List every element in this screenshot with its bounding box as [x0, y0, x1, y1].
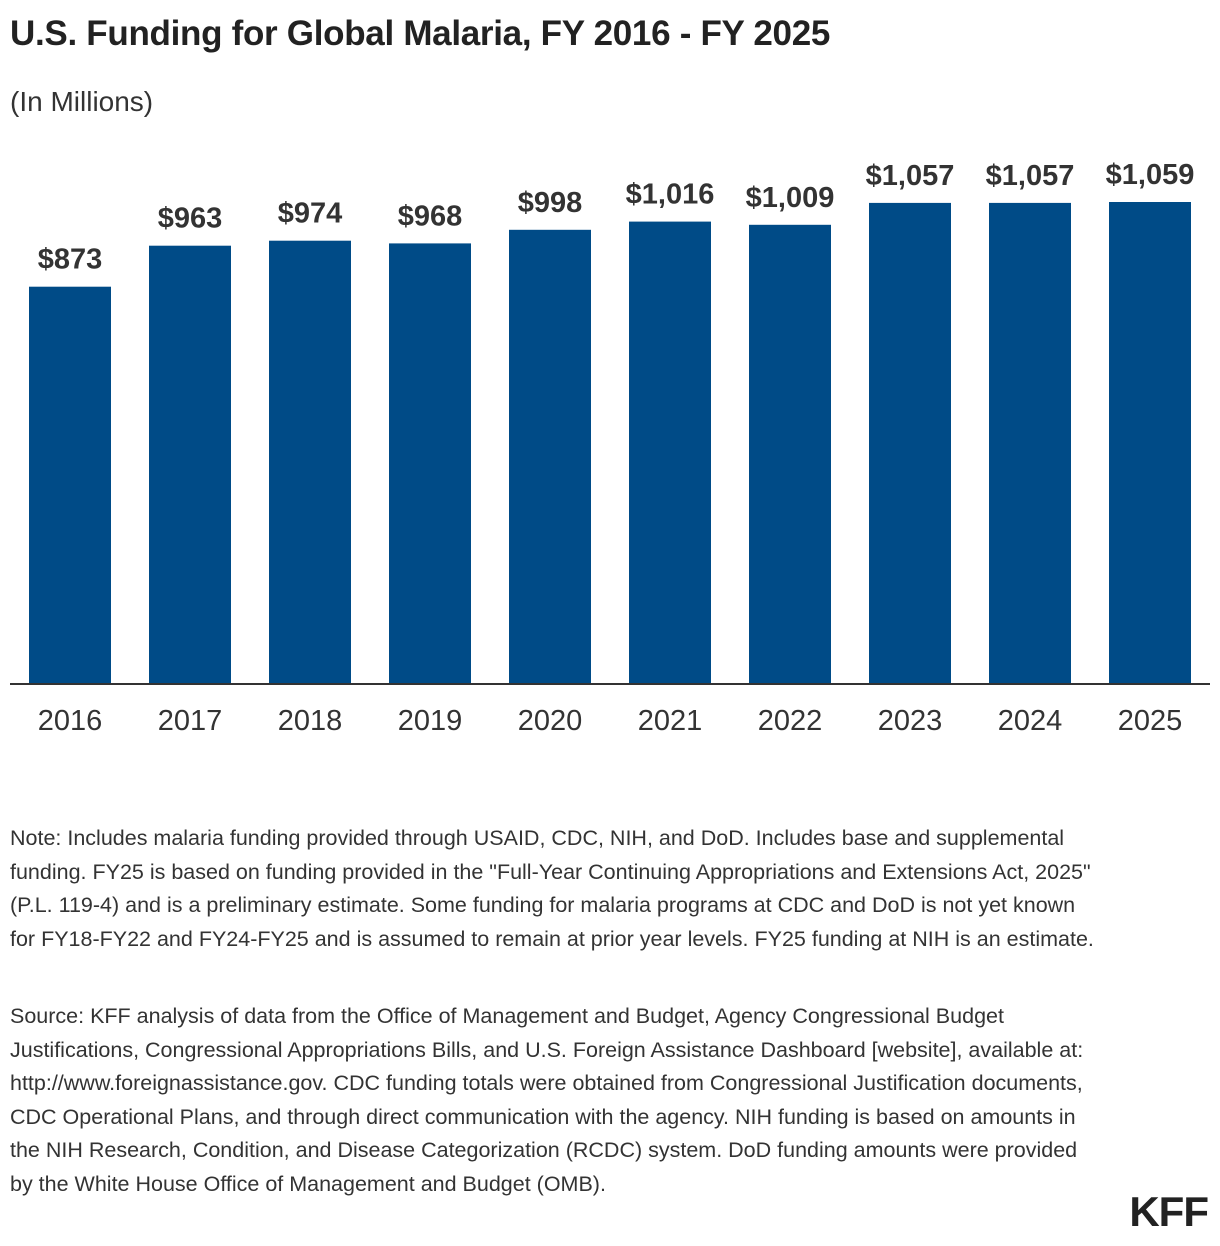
value-label-2017: $963 — [158, 203, 223, 235]
value-label-2025: $1,059 — [1106, 159, 1195, 191]
x-tick-label-2019: 2019 — [398, 705, 463, 737]
bar-2017 — [149, 245, 231, 684]
value-label-2020: $998 — [518, 187, 583, 219]
chart-subtitle: (In Millions) — [10, 86, 154, 117]
x-tick-label-2018: 2018 — [278, 705, 343, 737]
bar-2023 — [869, 202, 951, 684]
x-tick-label-group: 2016 2017 2018 2019 2020 2021 2022 2023 2024 2025 — [38, 705, 1183, 737]
x-tick-label-2016: 2016 — [38, 705, 103, 737]
value-label-2019: $968 — [398, 200, 463, 232]
x-tick-label-2025: 2025 — [1118, 705, 1183, 737]
bar-2022 — [749, 224, 831, 685]
bar-2016 — [29, 286, 111, 684]
value-label-2016: $873 — [38, 244, 103, 276]
value-label-2022: $1,009 — [746, 182, 835, 214]
x-tick-label-2022: 2022 — [758, 705, 823, 737]
x-tick-label-2024: 2024 — [998, 705, 1063, 737]
chart-note: Note: Includes malaria funding provided … — [10, 826, 1094, 951]
bar-2020 — [509, 229, 591, 685]
x-tick-label-2023: 2023 — [878, 705, 943, 737]
value-label-2024: $1,057 — [986, 160, 1075, 192]
value-label-group: $873 $963 $974 $968 $998 $1,016 $1,009 $1,057 $1… — [38, 159, 1195, 276]
bar-chart: $873 $963 $974 $968 $998 $1,016 $1,009 $1,057 $1… — [10, 159, 1210, 737]
x-tick-label-2017: 2017 — [158, 705, 223, 737]
chart-source: Source: KFF analysis of data from the Of… — [10, 1004, 1084, 1196]
x-tick-label-2020: 2020 — [518, 705, 583, 737]
bar-2019 — [389, 243, 471, 684]
bar-2018 — [269, 240, 351, 684]
bar-group — [29, 202, 1191, 685]
kff-logo: KFF — [1129, 1188, 1209, 1235]
chart-title: U.S. Funding for Global Malaria, FY 2016… — [10, 14, 831, 53]
bar-2024 — [989, 202, 1071, 684]
bar-2021 — [629, 221, 711, 684]
value-label-2023: $1,057 — [866, 160, 955, 192]
bar-2025 — [1109, 202, 1191, 684]
value-label-2021: $1,016 — [626, 179, 715, 211]
x-tick-label-2021: 2021 — [638, 705, 703, 737]
value-label-2018: $974 — [278, 198, 343, 230]
